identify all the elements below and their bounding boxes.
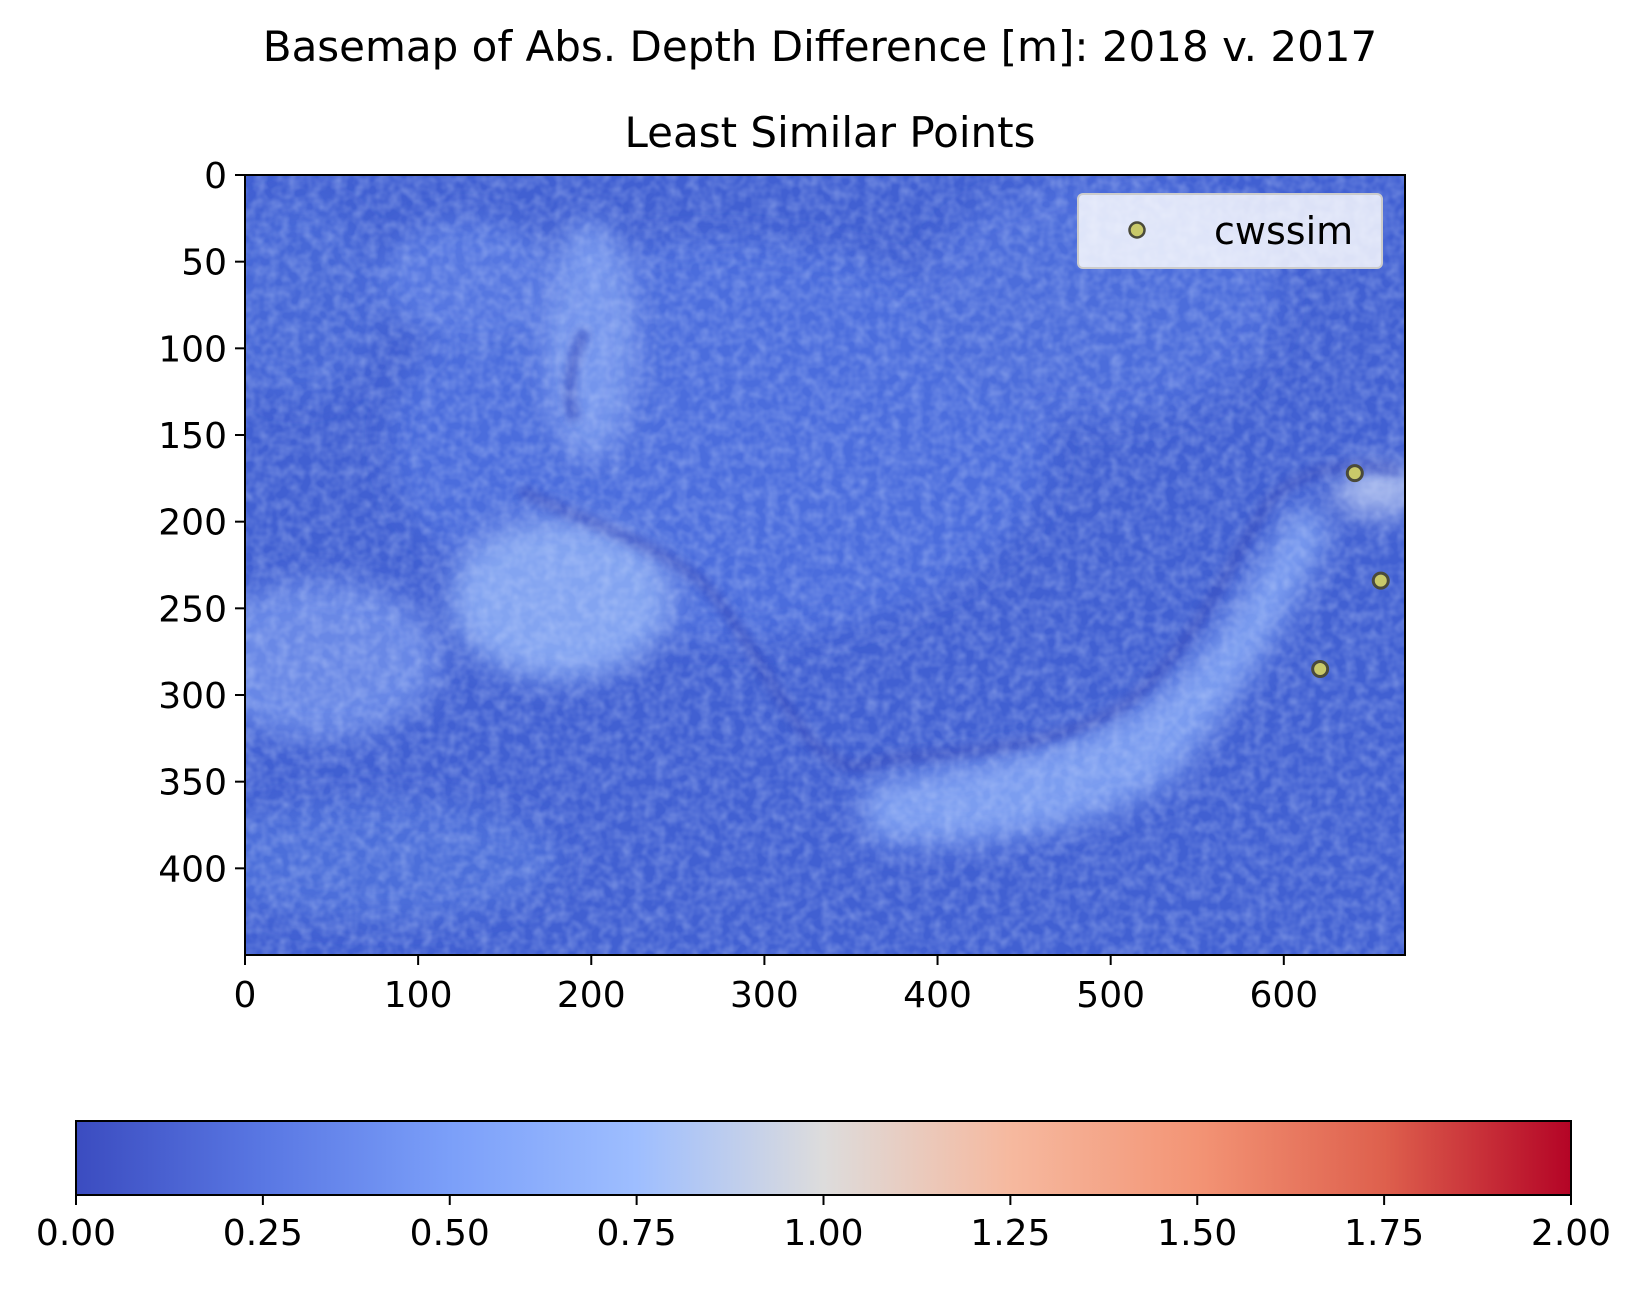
y-tick-label: 300 [158, 676, 227, 717]
colorbar-ticks: 0.00 0.25 0.50 0.75 1.00 1.25 1.50 1.75 2.00 [36, 1195, 1611, 1254]
y-tick-label: 250 [158, 589, 227, 630]
x-axis: 0 100 200 300 400 500 600 [234, 955, 1318, 1016]
y-tick-label: 400 [158, 849, 227, 890]
colorbar-tick-label: 2.00 [1531, 1213, 1611, 1254]
y-tick-label: 100 [158, 329, 227, 370]
y-tick-label: 350 [158, 763, 227, 804]
x-tick-label: 600 [1249, 975, 1318, 1016]
y-tick-label: 200 [158, 503, 227, 544]
scatter-point-cwssim [1345, 464, 1364, 483]
chart-subtitle: Least Similar Points [624, 108, 1036, 157]
x-tick-label: 500 [1076, 975, 1145, 1016]
colorbar-tick-label: 0.50 [410, 1213, 490, 1254]
legend: cwssim [1077, 193, 1383, 269]
legend-box [1077, 193, 1383, 269]
scatter-point-cwssim [1371, 571, 1390, 590]
x-tick-label: 400 [903, 975, 972, 1016]
heatmap-image [245, 175, 1405, 955]
y-tick-label: 150 [158, 416, 227, 457]
y-tick-label: 50 [181, 243, 227, 284]
y-axis: 0 50 100 150 200 250 300 350 400 [158, 156, 245, 890]
scatter-points [1311, 464, 1390, 678]
scatter-point-cwssim [1311, 660, 1330, 678]
colorbar-tick-label: 0.00 [36, 1213, 116, 1254]
colorbar: 0.00 0.25 0.50 0.75 1.00 1.25 1.50 1.75 2.00 [36, 1120, 1611, 1254]
colorbar-tick-label: 1.50 [1157, 1213, 1237, 1254]
x-tick-label: 200 [557, 975, 626, 1016]
colorbar-tick-label: 0.75 [597, 1213, 677, 1254]
legend-label-cwssim: cwssim [1214, 209, 1353, 253]
chart-title: Basemap of Abs. Depth Difference [m]: 20… [262, 22, 1378, 71]
colorbar-tick-label: 1.75 [1344, 1213, 1424, 1254]
x-tick-label: 300 [730, 975, 799, 1016]
plot-frame [244, 174, 1406, 956]
colorbar-gradient [75, 1120, 1572, 1196]
colorbar-tick-label: 1.00 [783, 1213, 863, 1254]
colorbar-tick-label: 1.25 [970, 1213, 1050, 1254]
x-tick-label: 100 [384, 975, 453, 1016]
legend-marker [1128, 221, 1146, 239]
x-tick-label: 0 [234, 975, 257, 1016]
y-tick-label: 0 [204, 156, 227, 197]
colorbar-tick-label: 0.25 [223, 1213, 303, 1254]
